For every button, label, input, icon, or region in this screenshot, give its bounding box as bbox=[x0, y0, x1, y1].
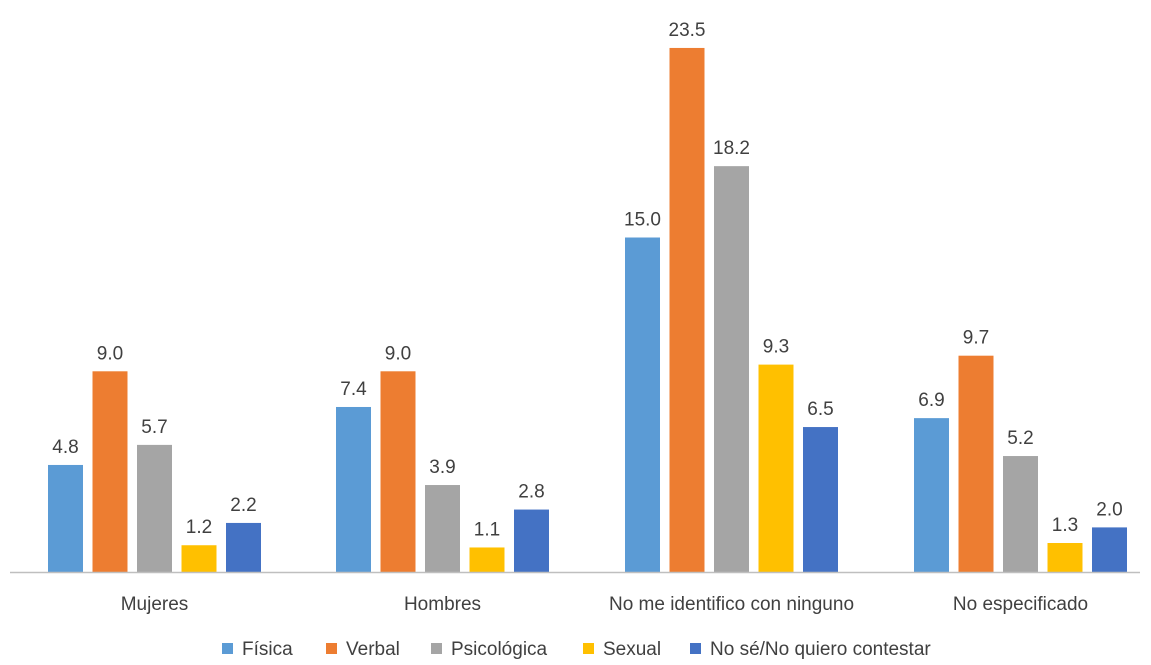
data-label-2-1: 23.5 bbox=[669, 20, 706, 41]
data-label-2-2: 18.2 bbox=[713, 138, 750, 159]
bar-1-1 bbox=[380, 371, 416, 572]
bar-0-1 bbox=[92, 371, 128, 572]
data-label-2-3: 9.3 bbox=[763, 337, 789, 358]
data-label-3-4: 2.0 bbox=[1096, 499, 1122, 520]
legend-label-1: Verbal bbox=[346, 639, 400, 660]
data-label-1-2: 3.9 bbox=[429, 457, 455, 478]
legend-swatch-1 bbox=[326, 643, 337, 654]
legend-label-2: Psicológica bbox=[451, 639, 548, 660]
bar-2-1 bbox=[669, 47, 705, 572]
bar-1-4 bbox=[514, 509, 549, 572]
data-label-2-4: 6.5 bbox=[807, 399, 833, 420]
legend-label-4: No sé/No quiero contestar bbox=[710, 639, 931, 660]
bar-3-1 bbox=[958, 355, 994, 572]
bar-3-0 bbox=[914, 418, 949, 572]
data-label-3-0: 6.9 bbox=[918, 390, 944, 411]
bar-0-4 bbox=[226, 522, 261, 572]
category-label-2: No me identifico con ninguno bbox=[609, 594, 854, 615]
legend-swatch-3 bbox=[583, 643, 594, 654]
data-label-3-3: 1.3 bbox=[1052, 515, 1078, 536]
legend-swatch-0 bbox=[222, 643, 233, 654]
bar-0-2 bbox=[137, 444, 172, 572]
data-label-3-1: 9.7 bbox=[963, 328, 989, 349]
bar-2-0 bbox=[625, 237, 660, 572]
bar-0-3 bbox=[181, 545, 217, 572]
bar-0-0 bbox=[48, 464, 83, 572]
data-label-2-0: 15.0 bbox=[624, 210, 661, 231]
bar-1-3 bbox=[469, 547, 505, 572]
bar-1-0 bbox=[336, 406, 371, 572]
data-label-0-4: 2.2 bbox=[230, 495, 256, 516]
legend-label-3: Sexual bbox=[603, 639, 661, 660]
data-label-3-2: 5.2 bbox=[1007, 428, 1033, 449]
category-label-0: Mujeres bbox=[121, 594, 189, 615]
data-label-0-2: 5.7 bbox=[141, 417, 167, 438]
data-label-1-3: 1.1 bbox=[474, 519, 500, 540]
category-label-1: Hombres bbox=[404, 594, 481, 615]
legend-swatch-4 bbox=[690, 643, 701, 654]
bar-3-3 bbox=[1047, 543, 1083, 572]
data-label-1-0: 7.4 bbox=[340, 379, 367, 400]
data-label-0-0: 4.8 bbox=[52, 437, 78, 458]
category-label-3: No especificado bbox=[953, 594, 1088, 615]
data-label-0-1: 9.0 bbox=[97, 343, 123, 364]
data-label-1-4: 2.8 bbox=[518, 482, 544, 503]
data-label-1-1: 9.0 bbox=[385, 343, 411, 364]
legend-swatch-2 bbox=[431, 643, 442, 654]
bar-1-2 bbox=[425, 485, 460, 572]
legend-label-0: Física bbox=[242, 639, 293, 660]
bar-2-3 bbox=[758, 364, 794, 572]
bar-2-2 bbox=[714, 166, 749, 572]
data-label-0-3: 1.2 bbox=[186, 517, 212, 538]
bar-2-4 bbox=[803, 427, 838, 572]
bar-3-2 bbox=[1003, 456, 1038, 572]
bar-3-4 bbox=[1092, 527, 1127, 572]
